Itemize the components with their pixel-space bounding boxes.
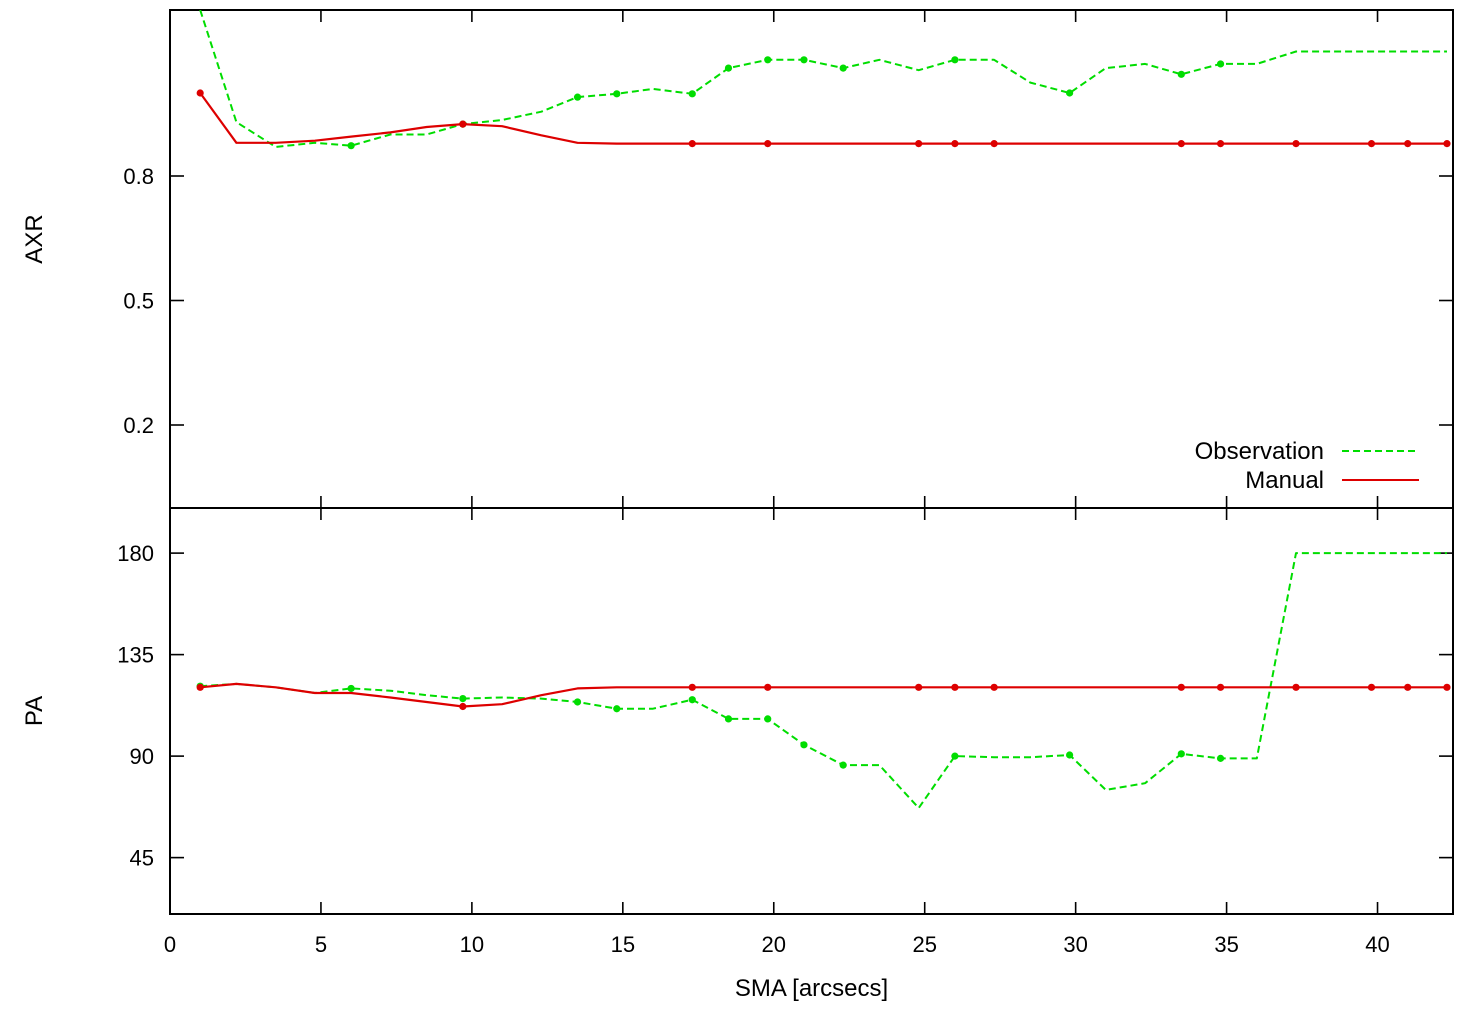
x-axis-title: SMA [arcsecs] <box>735 975 888 1002</box>
pa-series-manual-point <box>990 683 998 691</box>
pa-series-observation-point <box>1066 751 1074 759</box>
pa-xtick-label: 0 <box>164 932 176 957</box>
axr-series-manual-point <box>1443 140 1451 148</box>
axr-plot-area <box>196 10 1451 150</box>
pa-series-observation-point <box>1216 754 1225 762</box>
axr-series-observation-point <box>1177 70 1185 78</box>
pa-panel: 45 90 135 180 0 5 10 15 20 25 30 35 40 PA SMA [arcsecs… <box>21 507 1454 1002</box>
pa-xtick-label: 35 <box>1214 932 1238 957</box>
pa-series-observation-point <box>1177 750 1185 758</box>
pa-series-manual-point <box>951 683 959 691</box>
axr-series-manual-point <box>764 140 772 148</box>
pa-ytick-label: 135 <box>117 643 154 668</box>
axr-ytick-label: 0.2 <box>123 413 154 438</box>
pa-axis-title: PA <box>21 696 48 726</box>
pa-xtick-label: 10 <box>460 932 484 957</box>
pa-xtick-label: 20 <box>762 932 786 957</box>
legend-label-manual: Manual <box>1245 467 1324 494</box>
axr-series-observation-point <box>951 56 959 64</box>
pa-series-observation-point <box>724 715 733 723</box>
pa-series-manual-point <box>196 683 204 691</box>
axr-ytick-label: 0.5 <box>123 289 154 314</box>
axr-series-manual-point <box>196 89 204 97</box>
axr-series-observation-point <box>688 90 696 98</box>
axr-series-manual-point <box>1177 140 1185 148</box>
axr-series-manual-point <box>951 140 959 148</box>
axr-series-manual-point <box>1404 140 1412 148</box>
pa-series-observation-point <box>459 694 467 703</box>
axr-series-manual-point <box>1292 140 1300 148</box>
pa-ytick-label: 180 <box>117 541 154 566</box>
pa-series-observation-point <box>839 761 847 769</box>
pa-series-manual-line <box>200 682 1447 708</box>
axr-series-manual-point <box>1216 140 1225 148</box>
axr-series-observation-point <box>839 64 847 72</box>
pa-xtick-label: 5 <box>315 932 327 957</box>
axr-series-manual-point <box>990 140 998 148</box>
pa-xtick-label: 25 <box>912 932 936 957</box>
pa-series-observation-point <box>613 705 621 713</box>
axr-series-observation-line <box>199 10 1447 148</box>
axr-series-observation-point <box>724 64 733 72</box>
pa-series-manual-point <box>1443 683 1451 691</box>
axr-series-manual-line <box>199 92 1447 145</box>
axr-axis-title: AXR <box>21 214 48 263</box>
axr-series-observation-point <box>1216 60 1225 68</box>
pa-series-manual-point <box>459 702 467 711</box>
pa-series-manual-point <box>1216 683 1225 691</box>
axr-ytick-label: 0.8 <box>123 164 154 189</box>
pa-ytick-label: 45 <box>130 846 154 871</box>
axr-series-observation-point <box>1066 89 1074 97</box>
axr-series-manual-point <box>688 140 696 148</box>
pa-series-manual-point <box>915 683 923 691</box>
axr-series-manual-point <box>1367 140 1376 148</box>
pa-series-observation-point <box>573 698 582 706</box>
axr-series-observation-point <box>347 142 355 150</box>
pa-series-manual-point <box>764 683 772 691</box>
pa-series-manual-point <box>1404 683 1412 691</box>
pa-xtick-label: 40 <box>1365 932 1389 957</box>
pa-series-observation-line <box>200 552 1447 809</box>
axr-series-observation-point <box>573 93 582 101</box>
pa-series-manual-point <box>688 683 696 691</box>
pa-series-manual-point <box>1177 683 1185 691</box>
pa-ytick-label: 90 <box>130 744 154 769</box>
pa-plot-area <box>196 552 1451 809</box>
pa-series-observation-point <box>800 741 808 749</box>
pa-series-observation-point <box>764 715 772 723</box>
axr-series-manual-point <box>915 140 923 148</box>
legend-label-observation: Observation <box>1195 438 1324 465</box>
pa-xtick-label: 30 <box>1063 932 1087 957</box>
pa-series-observation-point <box>951 752 959 760</box>
pa-series-observation-point <box>347 684 355 693</box>
pa-frame <box>169 507 1454 915</box>
axr-series-observation-point <box>800 56 808 64</box>
axr-series-observation-point <box>613 90 621 98</box>
pa-series-observation-point <box>688 696 696 704</box>
pa-series-manual-point <box>1367 683 1376 691</box>
pa-xtick-label: 15 <box>611 932 635 957</box>
axr-series-manual-point <box>459 120 467 128</box>
axr-series-observation-point <box>764 56 772 64</box>
axr-frame <box>169 9 1454 509</box>
pa-series-manual-point <box>1292 683 1300 691</box>
